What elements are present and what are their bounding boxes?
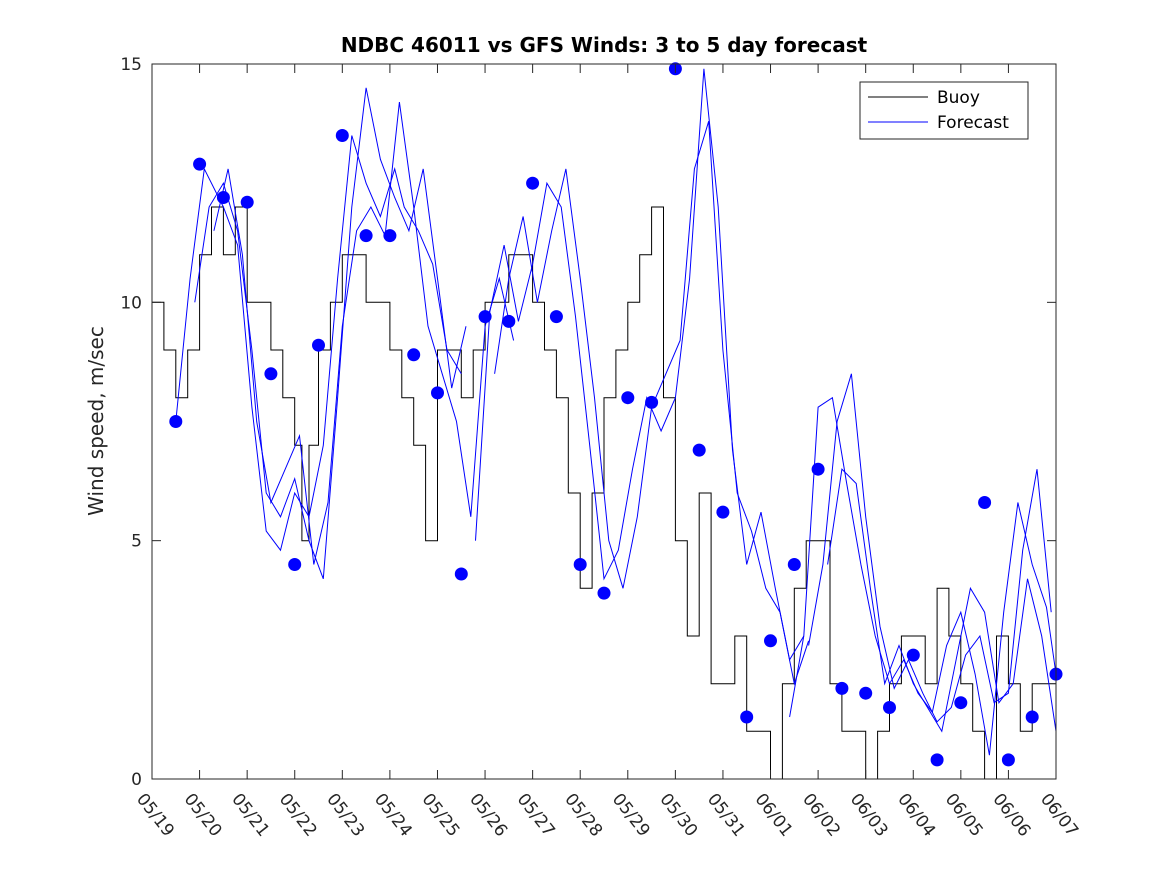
forecast-run-line-1 <box>175 135 462 552</box>
forecast-point <box>169 415 183 428</box>
y-tick-label: 0 <box>131 770 142 790</box>
forecast-point <box>692 443 706 457</box>
y-axis-ticks: 0 5 10 15 <box>120 55 1056 790</box>
forecast-point <box>359 229 373 243</box>
forecast-point <box>454 567 468 581</box>
forecast-point <box>526 176 540 190</box>
forecast-point <box>978 496 992 509</box>
forecast-point <box>740 710 754 724</box>
forecast-point <box>645 395 659 409</box>
forecast-point <box>621 391 635 405</box>
forecast-point <box>859 686 873 700</box>
forecast-point <box>288 558 302 571</box>
plot-series <box>152 68 1057 780</box>
forecast-run-line-7 <box>808 373 1052 723</box>
legend: Buoy Forecast <box>859 81 1029 140</box>
legend-buoy-label: Buoy <box>937 88 980 108</box>
forecast-point <box>312 338 325 352</box>
y-tick-label: 15 <box>120 55 142 75</box>
y-tick-label: 10 <box>120 293 142 313</box>
forecast-point <box>787 558 801 571</box>
forecast-point <box>383 229 397 243</box>
forecast-point <box>573 558 587 571</box>
legend-box <box>859 81 1029 140</box>
chart-title: NDBC 46011 vs GFS Winds: 3 to 5 day fore… <box>341 33 868 57</box>
forecast-point <box>216 191 230 204</box>
forecast-point <box>431 386 444 400</box>
y-axis-label: Wind speed, m/sec <box>84 326 108 516</box>
forecast-point <box>193 157 207 171</box>
forecast-point <box>502 314 516 328</box>
forecast-point <box>240 195 254 209</box>
forecast-point <box>597 586 611 600</box>
forecast-point <box>335 129 349 142</box>
forecast-run-line-4 <box>475 68 805 662</box>
forecast-run-line-3 <box>213 102 515 565</box>
forecast-point <box>906 648 920 662</box>
forecast-point <box>549 310 563 324</box>
forecast-point <box>407 348 421 362</box>
forecast-run-line-8 <box>827 468 1057 733</box>
forecast-point <box>930 753 944 767</box>
y-tick-label: 5 <box>131 532 142 552</box>
forecast-point <box>835 681 849 695</box>
forecast-point <box>954 696 968 710</box>
plot-markers <box>169 62 1063 767</box>
legend-forecast-label: Forecast <box>937 113 1009 133</box>
forecast-point <box>1001 753 1015 767</box>
forecast-run-line-2 <box>194 87 467 579</box>
forecast-point <box>264 367 278 381</box>
forecast-point <box>716 505 730 519</box>
forecast-point <box>478 310 492 324</box>
axes-box <box>151 63 1057 780</box>
forecast-point <box>811 462 825 476</box>
forecast-point <box>883 701 896 714</box>
forecast-point <box>764 634 777 648</box>
forecast-point <box>1025 710 1039 724</box>
